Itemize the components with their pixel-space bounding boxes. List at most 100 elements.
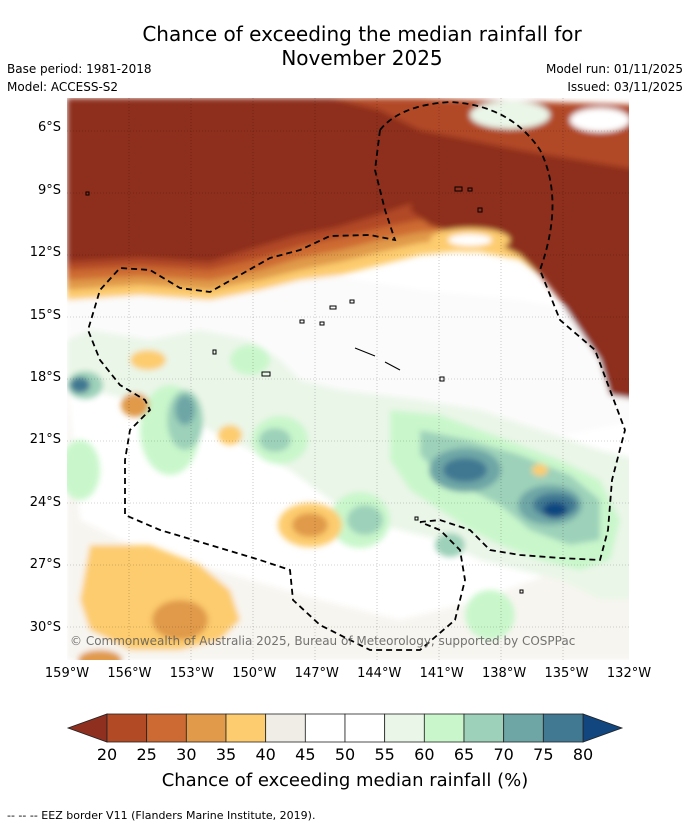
map-title-line2: November 2025 [281, 46, 443, 70]
colorbar-min-arrow [66, 713, 108, 743]
colorbar-max-arrow [582, 713, 624, 743]
contour-above-80 [543, 502, 567, 518]
colorbar-tick-label: 35 [215, 745, 237, 764]
map-title-line1: Chance of exceeding the median rainfall … [142, 22, 582, 46]
y-tick-label: 21°S [29, 432, 61, 448]
island [212, 349, 217, 355]
island [439, 376, 445, 382]
colorbar [66, 713, 624, 743]
contour-75-80-central [443, 458, 487, 482]
colorbar-tick-label: 50 [334, 745, 356, 764]
x-tick-label: 141°W [419, 666, 464, 681]
x-tick-label: 147°W [294, 666, 339, 681]
island [454, 186, 463, 192]
contour-pocket-white [448, 234, 492, 246]
island [319, 321, 325, 326]
colorbar-cell [146, 713, 187, 743]
colorbar-cell [185, 713, 227, 743]
x-tick-label: 153°W [169, 666, 214, 681]
contour-60-65-south [465, 590, 515, 640]
x-tick-label: 159°W [44, 666, 90, 681]
x-tick-label: 156°W [107, 666, 152, 681]
x-tick-label: 138°W [482, 666, 527, 681]
contour-30-35-west-patch [121, 393, 149, 417]
copyright-notice: © Commonwealth of Australia 2025, Bureau… [70, 634, 576, 648]
island [349, 299, 355, 304]
colorbar-tick-label: 65 [453, 745, 475, 764]
contour-60-65-north [230, 345, 270, 375]
contour-65-70-south [435, 533, 465, 557]
contour-30-35-147 [292, 513, 328, 537]
island [519, 589, 524, 594]
island [261, 371, 271, 377]
contour-35-40-mid-patch [218, 425, 242, 445]
colorbar-tick-label: 80 [572, 745, 594, 764]
colorbar-tick-label: 75 [533, 745, 554, 764]
contour-65-70-mid [259, 428, 291, 452]
x-tick-label: 135°W [544, 666, 589, 681]
x-tick-label: 144°W [357, 666, 402, 681]
rainfall-contours [67, 98, 629, 660]
island [354, 347, 376, 357]
contour-70-75-west [175, 395, 195, 425]
y-tick-label: 12°S [29, 245, 61, 261]
colorbar-cell [503, 713, 544, 743]
colorbar-tick-label: 25 [136, 745, 157, 764]
y-tick-label: 9°S [37, 182, 61, 198]
issued-label: Issued: 03/11/2025 [567, 80, 683, 94]
x-tick-label: 150°W [232, 666, 277, 681]
meta-left: Base period: 1981-2018 Model: ACCESS-S2 [7, 60, 152, 96]
eez-footnote: -- -- -- EEZ border V11 (Flanders Marine… [7, 809, 316, 822]
neutral-band [67, 255, 629, 440]
colorbar-cell [265, 713, 306, 743]
colorbar-tick-label: 70 [493, 745, 514, 764]
y-tick-label: 24°S [29, 494, 61, 510]
colorbar-tick-label: 30 [176, 745, 197, 764]
contour-below-20-east [410, 160, 629, 399]
contour-below-20-core [67, 98, 629, 292]
colorbar-tick-label: 40 [255, 745, 276, 764]
eez-borders [87, 101, 626, 651]
colorbar-cell [344, 713, 386, 743]
colorbar-tick-label: 45 [295, 745, 316, 764]
colorbar-cell [384, 713, 425, 743]
gridlines [67, 98, 629, 660]
island [299, 319, 305, 324]
colorbar-tick-label: 20 [96, 745, 118, 764]
contour-35-40-tiny [532, 464, 548, 476]
contour-65-70-central [347, 505, 383, 535]
colorbar-cell [106, 713, 148, 743]
island [384, 361, 401, 371]
y-tick-label: 18°S [29, 370, 61, 385]
contour-60-65-far-west [67, 440, 100, 500]
contour-30-35-far-southwest [78, 650, 122, 660]
y-tick-label: 30°S [29, 619, 61, 635]
y-tick-label: 27°S [29, 557, 61, 573]
colorbar-cell [225, 713, 267, 743]
colorbar-cell [542, 713, 584, 743]
contour-45-55-north-east [570, 108, 629, 132]
contour-75-80-far-west [70, 377, 90, 393]
colorbar-tick-label: 60 [414, 745, 435, 764]
meta-right: Model run: 01/11/2025 Issued: 03/11/2025 [546, 60, 683, 96]
contour-35-40-north-patch [130, 350, 166, 370]
island [477, 207, 483, 213]
island [467, 187, 473, 192]
island [329, 305, 337, 310]
eez-border-east [379, 101, 626, 561]
map-title: Chance of exceeding the median rainfall … [0, 22, 690, 70]
colorbar-cell [304, 713, 346, 743]
islands [85, 186, 524, 594]
model-run-label: Model run: 01/11/2025 [545, 62, 683, 76]
contour-30-35-southwest [152, 600, 208, 640]
y-tick-label: 6°S [37, 120, 61, 136]
eez-border-west [87, 129, 466, 651]
colorbar-cell [463, 713, 505, 743]
island [85, 191, 90, 196]
colorbar-title: Chance of exceeding median rainfall (%) [161, 770, 529, 791]
colorbar-cell [423, 713, 465, 743]
contour-55-60-north-east [470, 101, 550, 129]
y-tick-label: 15°S [29, 307, 61, 323]
island [414, 516, 419, 521]
